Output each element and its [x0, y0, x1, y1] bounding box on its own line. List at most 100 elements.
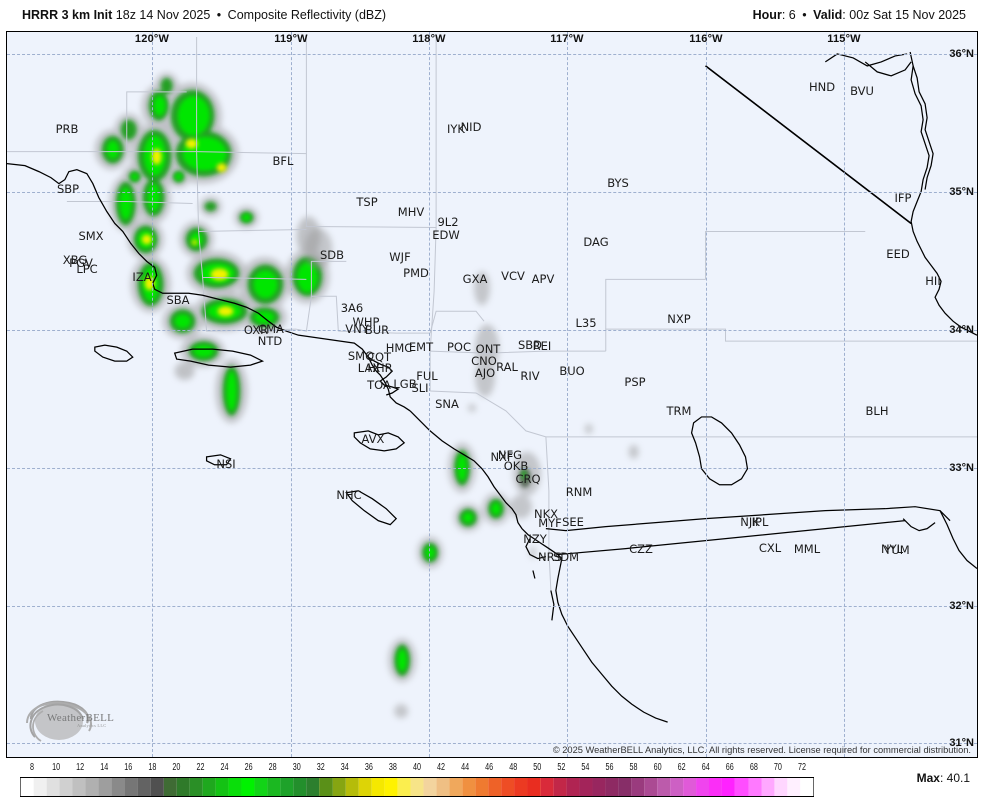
colorbar-swatch	[631, 778, 645, 796]
station-label: PRB	[55, 122, 79, 136]
colorbar-swatch	[280, 778, 294, 796]
colorbar-swatch	[124, 778, 138, 796]
colorbar-swatch	[761, 778, 775, 796]
station-label: YUM	[884, 543, 910, 557]
watermark-subtitle: Analytics LLC	[77, 723, 107, 728]
station-label: MYF	[538, 516, 562, 530]
colorbar-tick: 26	[244, 762, 253, 773]
colorbar-swatch	[683, 778, 697, 796]
colorbar-swatch	[735, 778, 749, 796]
colorbar-tick: 68	[749, 762, 758, 773]
colorbar-tick: 64	[701, 762, 710, 773]
station-label: EED	[886, 247, 910, 261]
colorbar-panel: 8 10 12 14 16 18 20 22 24 26 28 30 32 34 36 38 40 42 44 46 4…	[0, 762, 984, 808]
colorbar-tick: 58	[629, 762, 638, 773]
colorbar-tick: 8	[30, 762, 35, 773]
station-label: BUO	[559, 364, 585, 378]
station-label: EMT	[408, 340, 434, 354]
colorbar-tick: 28	[268, 762, 277, 773]
station-label: TSP	[356, 195, 378, 209]
colorbar-swatch	[553, 778, 567, 796]
station-label: XBG	[62, 253, 88, 267]
colorbar-swatch	[501, 778, 515, 796]
colorbar-swatch	[579, 778, 593, 796]
header-bullet-left: •	[216, 8, 222, 22]
colorbar-swatch	[384, 778, 398, 796]
colorbar-swatch	[657, 778, 671, 796]
colorbar-swatch	[254, 778, 268, 796]
lon-label: 117°W	[550, 33, 584, 45]
max-value-readout: Max: 40.1	[916, 771, 970, 785]
station-label: WJF	[389, 250, 411, 264]
station-label: CNO	[471, 354, 497, 368]
colorbar-swatch	[98, 778, 112, 796]
station-label: DAG	[583, 235, 609, 249]
station-label: CXL	[758, 541, 782, 555]
station-label: TRM	[666, 404, 692, 418]
map-panel[interactable]: 120°W 119°W 118°W 117°W 116°W 115°W 36°N 35°N 3…	[6, 31, 978, 758]
colorbar-tick: 54	[581, 762, 590, 773]
colorbar-swatch	[410, 778, 424, 796]
colorbar-swatch	[462, 778, 476, 796]
station-label: PSP	[624, 375, 646, 389]
station-label: RIV	[520, 369, 540, 383]
colorbar-swatch	[488, 778, 502, 796]
station-label: NZY	[523, 532, 547, 546]
colorbar-swatch	[397, 778, 411, 796]
station-label: ONT	[475, 342, 501, 356]
colorbar-swatch	[241, 778, 255, 796]
colorbar-swatch	[358, 778, 372, 796]
colorbar-swatch	[787, 778, 801, 796]
colorbar-tick: 14	[100, 762, 109, 773]
colorbar-swatch	[592, 778, 606, 796]
radar-map-canvas	[7, 36, 977, 723]
lat-label: 31°N	[949, 737, 974, 749]
colorbar-swatch	[566, 778, 580, 796]
lat-label: 34°N	[949, 324, 974, 336]
station-label: PGV	[69, 256, 93, 270]
station-label: NHC	[336, 488, 362, 502]
colorbar-swatch	[306, 778, 320, 796]
lat-label: 32°N	[949, 600, 974, 612]
lon-label: 119°W	[274, 33, 308, 45]
colorbar-tick: 60	[653, 762, 662, 773]
station-label: LAX	[357, 361, 381, 375]
colorbar-swatch	[696, 778, 710, 796]
lon-label: 115°W	[827, 33, 861, 45]
station-label: SDB	[319, 248, 345, 262]
colorbar-swatch	[371, 778, 385, 796]
header-bullet-right: •	[802, 8, 807, 22]
station-label: IYK	[447, 122, 465, 136]
hour-label: Hour	[752, 8, 782, 22]
lat-label: 33°N	[949, 462, 974, 474]
colorbar-tick: 72	[797, 762, 806, 773]
init-label: Init	[93, 8, 113, 22]
colorbar-tick: 66	[725, 762, 734, 773]
station-label: SBP	[56, 182, 80, 196]
station-label: OXR	[243, 323, 269, 337]
colorbar-tick: 34	[340, 762, 349, 773]
colorbar-tick: 12	[76, 762, 85, 773]
colorbar-tick-labels: 8 10 12 14 16 18 20 22 24 26 28 30 32 34 36 38 40 42 44 46 4…	[20, 762, 814, 776]
station-label: VNY	[345, 322, 369, 336]
station-label: NJK	[740, 515, 760, 529]
copyright-notice: © 2025 WeatherBELL Analytics, LLC. All r…	[552, 745, 971, 755]
station-label: POC	[446, 340, 472, 354]
product-name: Composite Reflectivity (dBZ)	[227, 8, 387, 22]
station-label: IFP	[894, 191, 912, 205]
colorbar-swatch	[228, 778, 242, 796]
colorbar-tick: 70	[773, 762, 782, 773]
colorbar-tick: 52	[557, 762, 566, 773]
colorbar-tick: 50	[533, 762, 542, 773]
colorbar-tick: 62	[677, 762, 686, 773]
colorbar-tick: 24	[220, 762, 229, 773]
max-label: Max	[916, 771, 940, 785]
colorbar-swatch	[618, 778, 632, 796]
valid-value: 00z Sat 15 Nov 2025	[849, 8, 966, 22]
station-label: HND	[808, 80, 836, 94]
colorbar-gradient	[20, 777, 814, 797]
station-label: CZZ	[629, 542, 653, 556]
station-label: SEE	[562, 515, 584, 529]
colorbar-swatch	[670, 778, 684, 796]
colorbar-swatch	[111, 778, 125, 796]
